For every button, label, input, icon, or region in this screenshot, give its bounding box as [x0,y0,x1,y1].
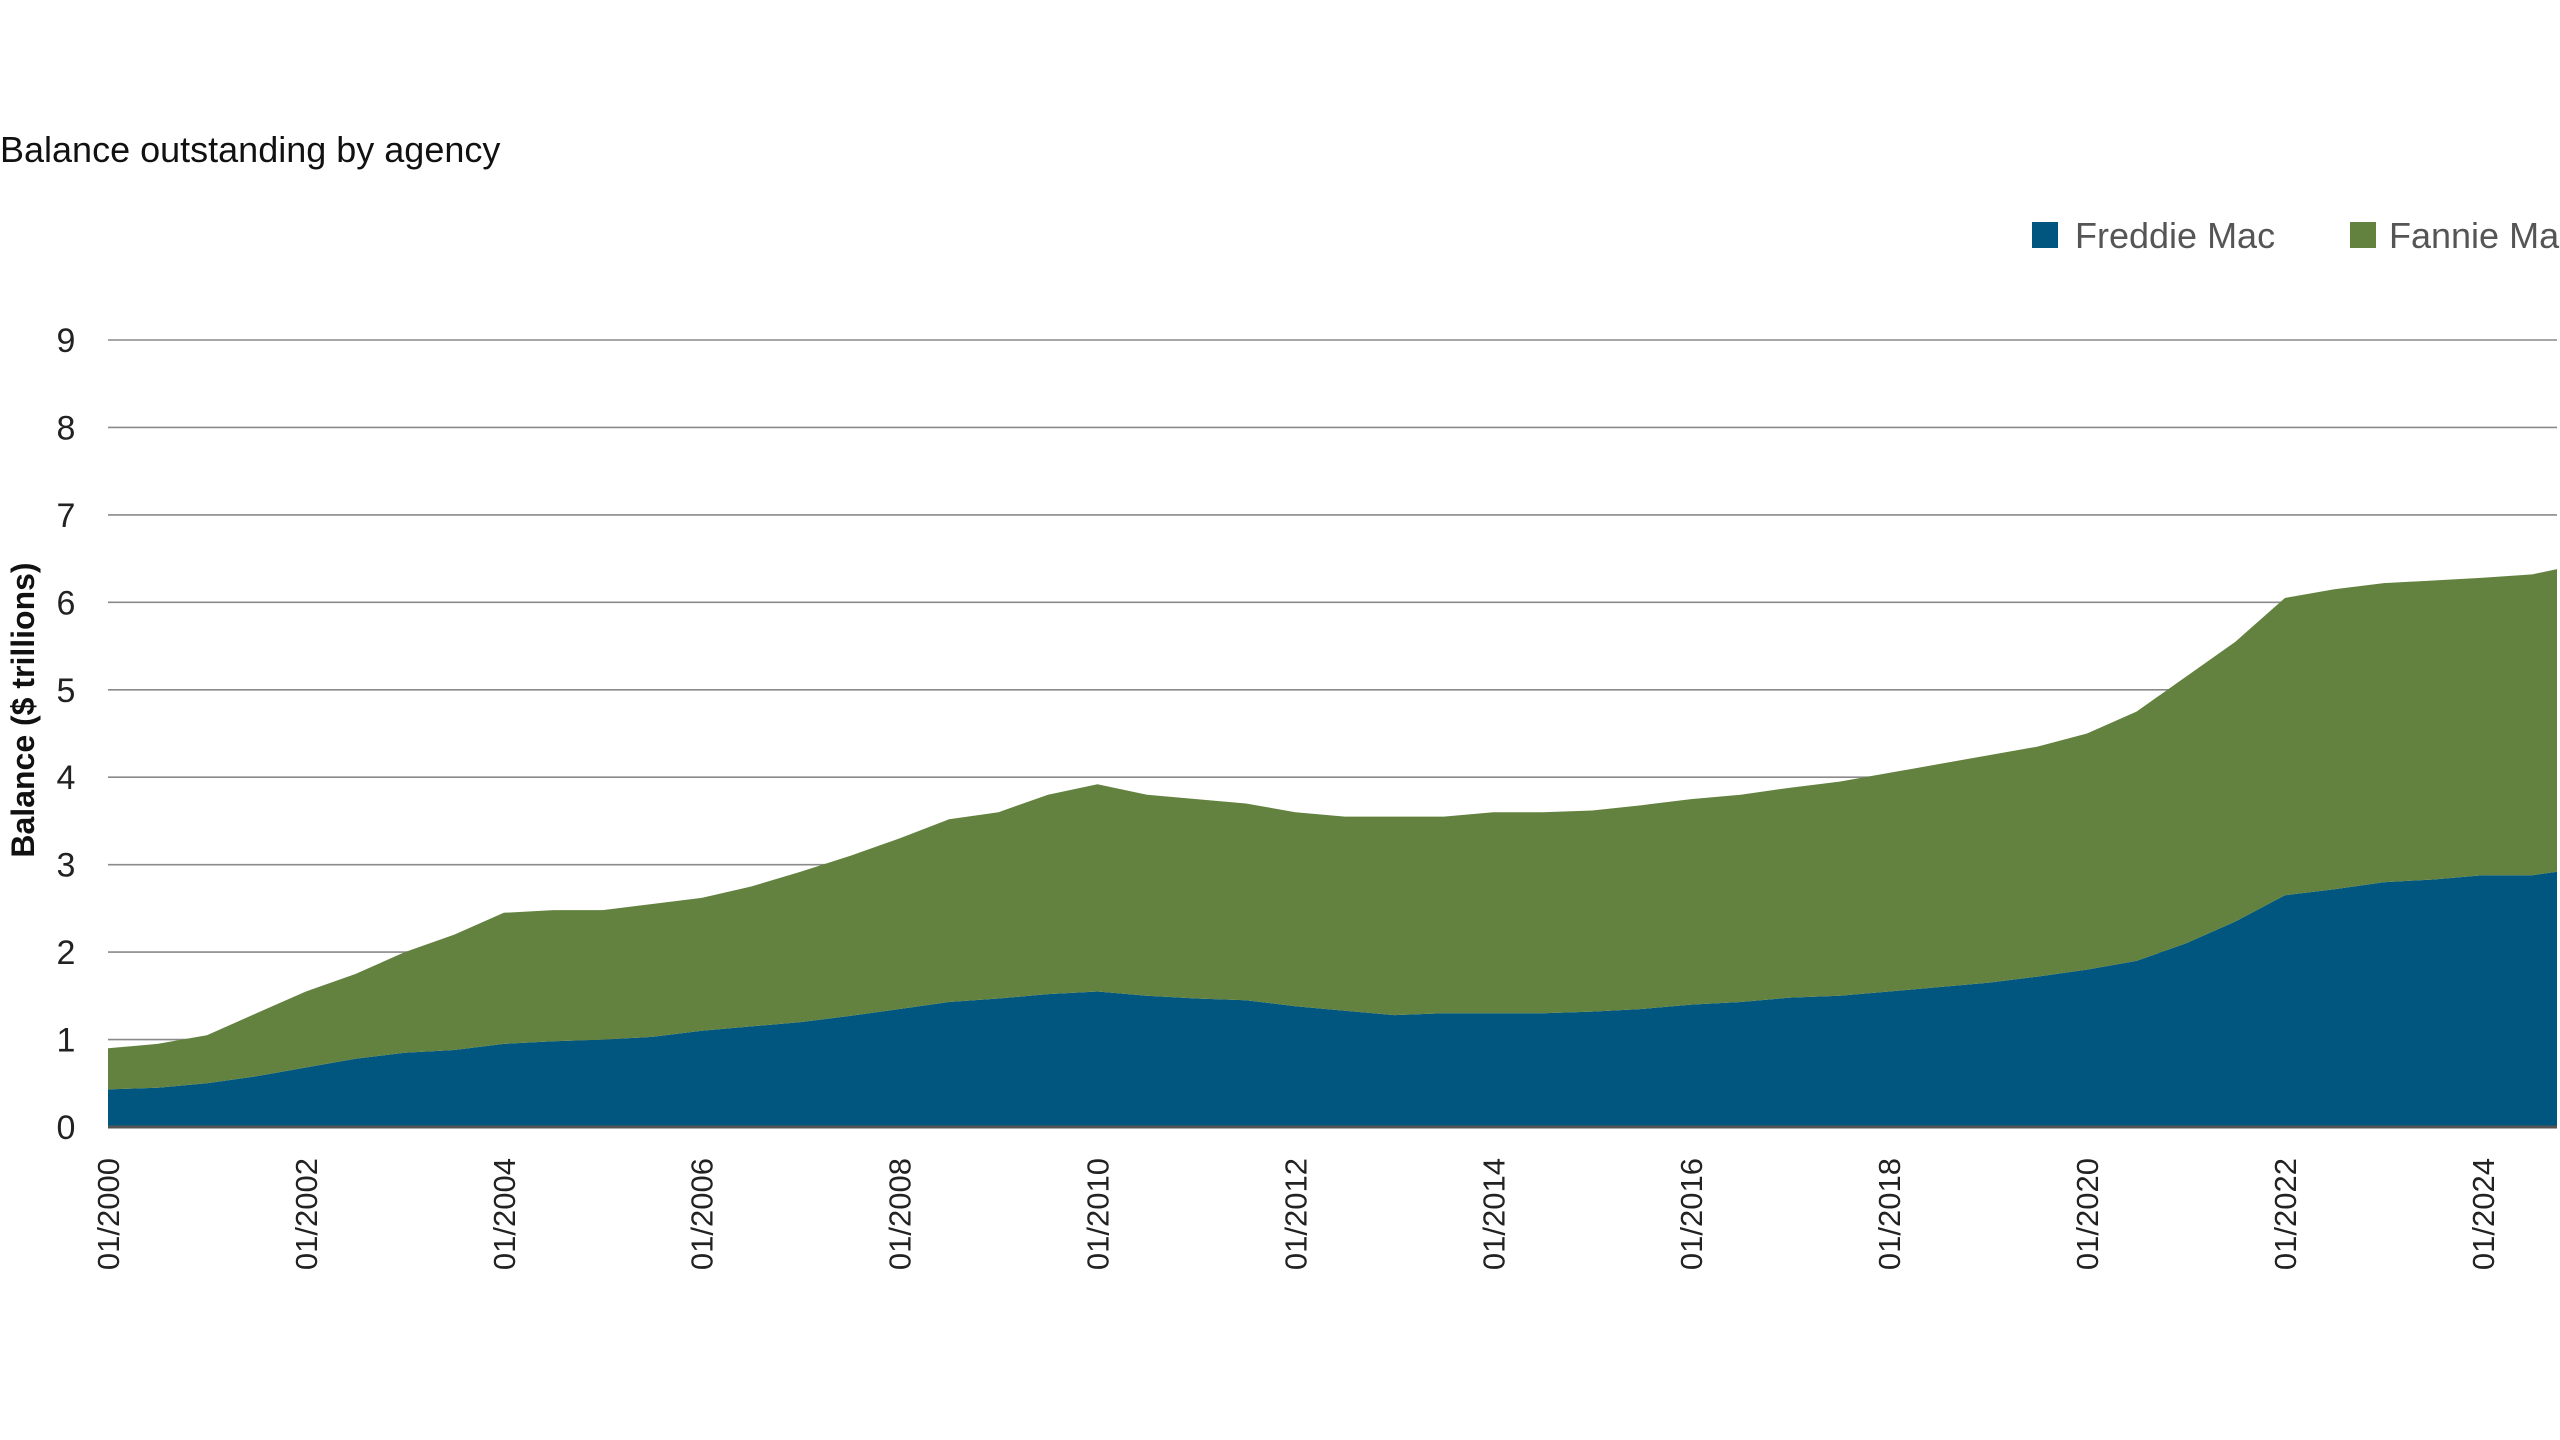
x-tick-label: 01/2024 [2466,1158,2501,1270]
y-tick-label: 9 [57,322,76,360]
legend: Freddie Mac Fannie Mae [2032,215,2560,256]
area-fannie-mae [108,569,2557,1090]
x-tick-label: 01/2016 [1674,1158,1709,1270]
x-tick-label: 01/2018 [1872,1158,1907,1270]
y-tick-label: 0 [57,1109,76,1147]
x-tick-label: 01/2022 [2268,1158,2303,1270]
y-axis-label: Balance ($ trillions) [5,562,41,857]
area-freddie-mac [108,871,2557,1127]
y-tick-label: 4 [57,759,76,797]
x-tick-label: 01/2012 [1278,1158,1313,1270]
legend-label-freddie-mac: Freddie Mac [2075,215,2275,256]
x-tick-label: 01/2000 [91,1158,126,1270]
y-tick-labels: 0 1 2 3 4 5 6 7 8 9 [57,322,76,1147]
y-tick-label: 6 [57,584,76,622]
legend-item-fannie-mae: Fannie Mae [2350,215,2560,256]
chart-title: Balance outstanding by agency [0,129,500,170]
x-tick-label: 01/2014 [1476,1158,1511,1270]
legend-item-freddie-mac: Freddie Mac [2032,215,2275,256]
x-tick-label: 01/2008 [883,1158,918,1270]
x-tick-label: 01/2020 [2070,1158,2105,1270]
legend-swatch-fannie-mae [2350,222,2376,248]
x-tick-labels: 01/2000 01/2002 01/2004 01/2006 01/2008 01/20… [91,1158,2501,1270]
y-tick-label: 5 [57,672,76,710]
y-tick-label: 3 [57,847,76,885]
x-tick-label: 01/2004 [487,1158,522,1270]
areas [108,569,2557,1129]
x-tick-label: 01/2010 [1080,1158,1115,1270]
y-tick-label: 2 [57,934,76,972]
x-tick-label: 01/2002 [289,1158,324,1270]
legend-swatch-freddie-mac [2032,222,2058,248]
y-tick-label: 1 [57,1022,76,1060]
legend-label-fannie-mae: Fannie Mae [2389,215,2560,256]
y-tick-label: 7 [57,497,76,535]
x-tick-label: 01/2006 [685,1158,720,1270]
y-tick-label: 8 [57,409,76,447]
